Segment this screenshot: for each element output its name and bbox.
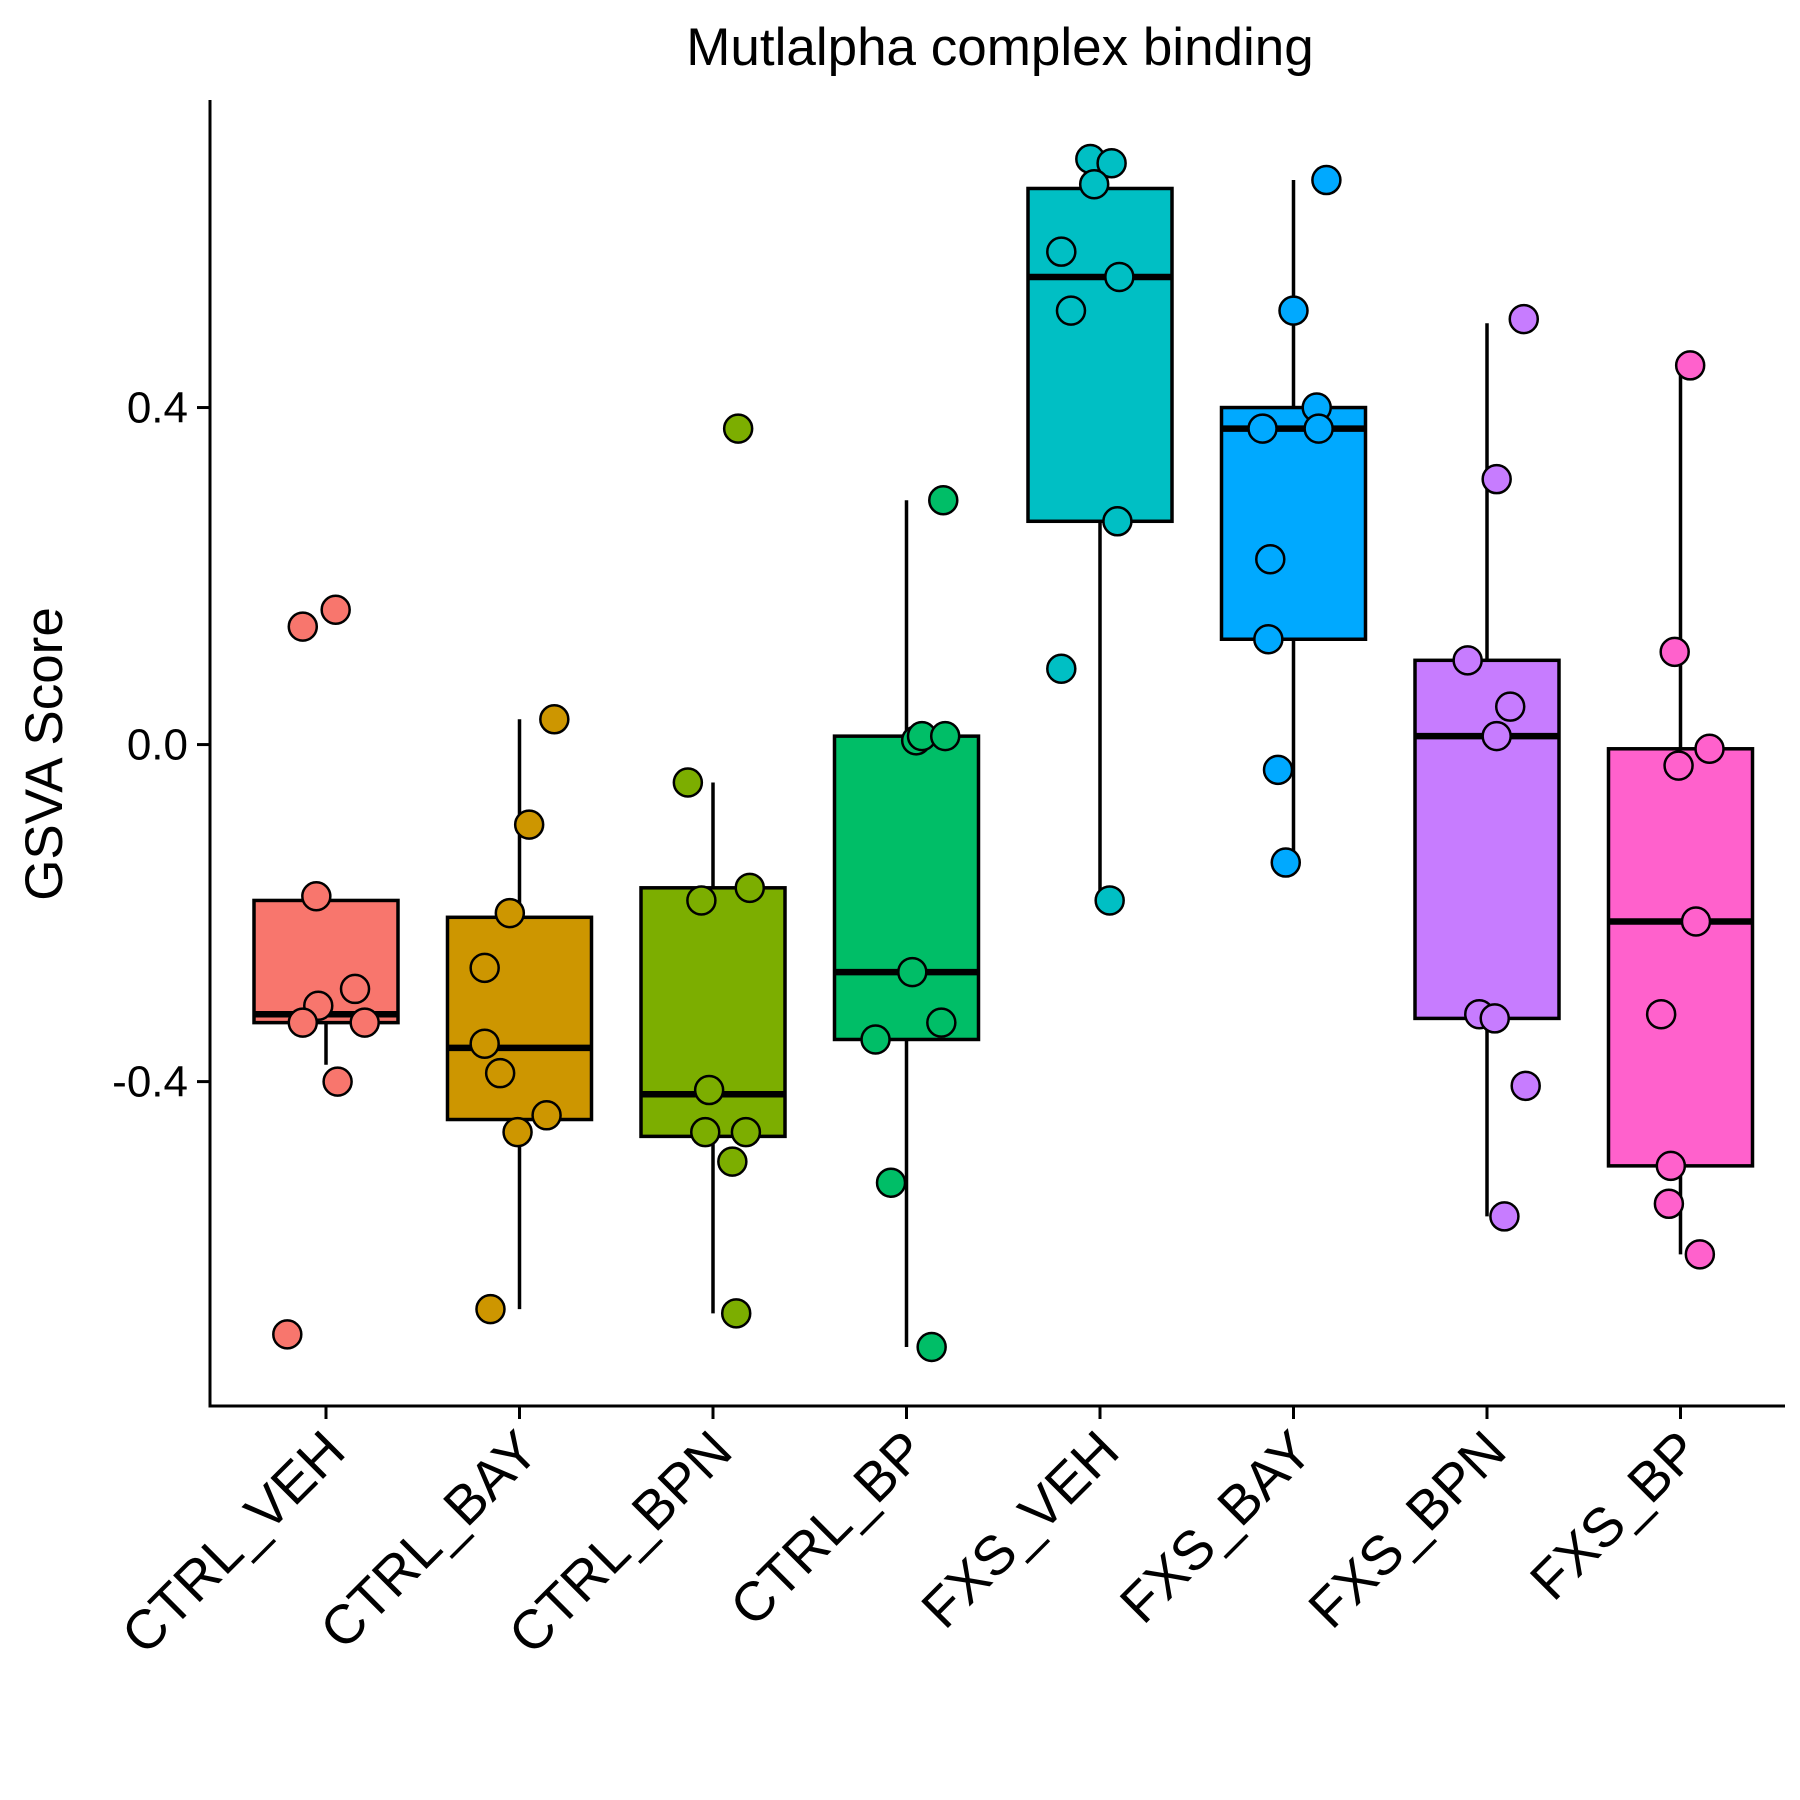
data-point (349, 1007, 380, 1038)
data-point (1510, 1070, 1541, 1102)
y-tick-label: 0.0 (127, 721, 188, 770)
data-point (1489, 1201, 1520, 1232)
data-point (320, 594, 351, 626)
data-point (926, 1007, 957, 1038)
y-axis-title: GSVA Score (15, 607, 74, 901)
data-point (1694, 733, 1725, 765)
data-point (502, 1116, 533, 1148)
data-point (469, 1028, 500, 1059)
data-point (1255, 543, 1286, 575)
data-point (322, 1066, 353, 1097)
box (1413, 658, 1561, 1021)
data-point (717, 1146, 748, 1177)
data-point (1494, 691, 1526, 722)
data-point (469, 952, 500, 984)
box-group-fxs-veh (1026, 143, 1174, 916)
data-point (1663, 750, 1694, 781)
data-point (1674, 350, 1706, 381)
box-group-ctrl-veh (252, 594, 400, 1350)
data-point (1680, 906, 1712, 937)
data-point (875, 1167, 907, 1198)
box-group-fxs-bp (1606, 350, 1755, 1270)
box (832, 734, 981, 1042)
data-point (734, 872, 766, 904)
data-point (897, 956, 928, 988)
data-point (272, 1319, 303, 1350)
data-point (494, 897, 526, 929)
data-point (1645, 998, 1677, 1030)
data-point (1104, 261, 1135, 293)
data-point (484, 1057, 516, 1089)
data-point (730, 1116, 762, 1148)
plot-area (252, 143, 1755, 1363)
data-point (1508, 303, 1540, 335)
data-point (1046, 236, 1077, 267)
data-point (339, 973, 371, 1005)
data-point (690, 1116, 721, 1148)
data-point (720, 1298, 752, 1329)
box-group-fxs-bay (1219, 164, 1368, 878)
box (445, 915, 594, 1122)
chart-title: Mutlalpha complex binding (686, 18, 1314, 77)
data-point (1253, 624, 1284, 655)
data-point (1653, 1188, 1685, 1220)
box (252, 898, 400, 1025)
data-point (693, 1074, 725, 1106)
box (1026, 186, 1174, 524)
data-point (1655, 1150, 1687, 1182)
box (1219, 405, 1368, 642)
box-group-ctrl-bpn (639, 413, 787, 1329)
data-point (531, 1100, 562, 1131)
data-point (1094, 885, 1125, 916)
data-point (1452, 645, 1483, 676)
data-point (1078, 169, 1110, 200)
data-point (928, 484, 959, 516)
data-point (1270, 847, 1302, 878)
data-point (1247, 413, 1278, 444)
x-tick-label: CTRL_BP (718, 1419, 937, 1638)
x-tick-label: FXS_BPN (1296, 1419, 1517, 1640)
box-group-fxs-bpn (1413, 303, 1561, 1232)
data-point (1481, 720, 1512, 752)
data-point (860, 1024, 891, 1055)
data-point (475, 1293, 506, 1325)
x-tick-label: FXS_VEH (909, 1419, 1130, 1640)
data-point (686, 885, 717, 916)
data-point (287, 611, 319, 642)
data-point (929, 720, 961, 752)
data-point (513, 809, 545, 840)
data-point (916, 1331, 947, 1363)
data-point (1303, 413, 1334, 444)
box-group-ctrl-bay (445, 704, 594, 1325)
data-point (1278, 295, 1309, 326)
x-tick-label: FXS_BP (1518, 1419, 1711, 1612)
x-tick-label: FXS_BAY (1108, 1419, 1324, 1635)
data-point (1479, 1003, 1510, 1034)
data-point (1262, 754, 1294, 786)
data-point (1102, 506, 1133, 537)
data-point (539, 704, 570, 735)
data-point (672, 767, 704, 798)
data-point (722, 413, 754, 444)
data-point (1055, 295, 1087, 326)
data-point (1481, 463, 1512, 495)
y-tick-label: -0.4 (112, 1058, 188, 1107)
y-tick-label: 0.4 (127, 384, 188, 433)
box (1606, 747, 1755, 1168)
data-point (1311, 164, 1342, 196)
data-point (301, 880, 332, 912)
data-point (1659, 636, 1690, 668)
data-point (287, 1007, 319, 1038)
data-point (1096, 147, 1127, 179)
data-point (1046, 653, 1077, 684)
data-point (1684, 1239, 1716, 1270)
box-group-ctrl-bp (832, 484, 981, 1363)
